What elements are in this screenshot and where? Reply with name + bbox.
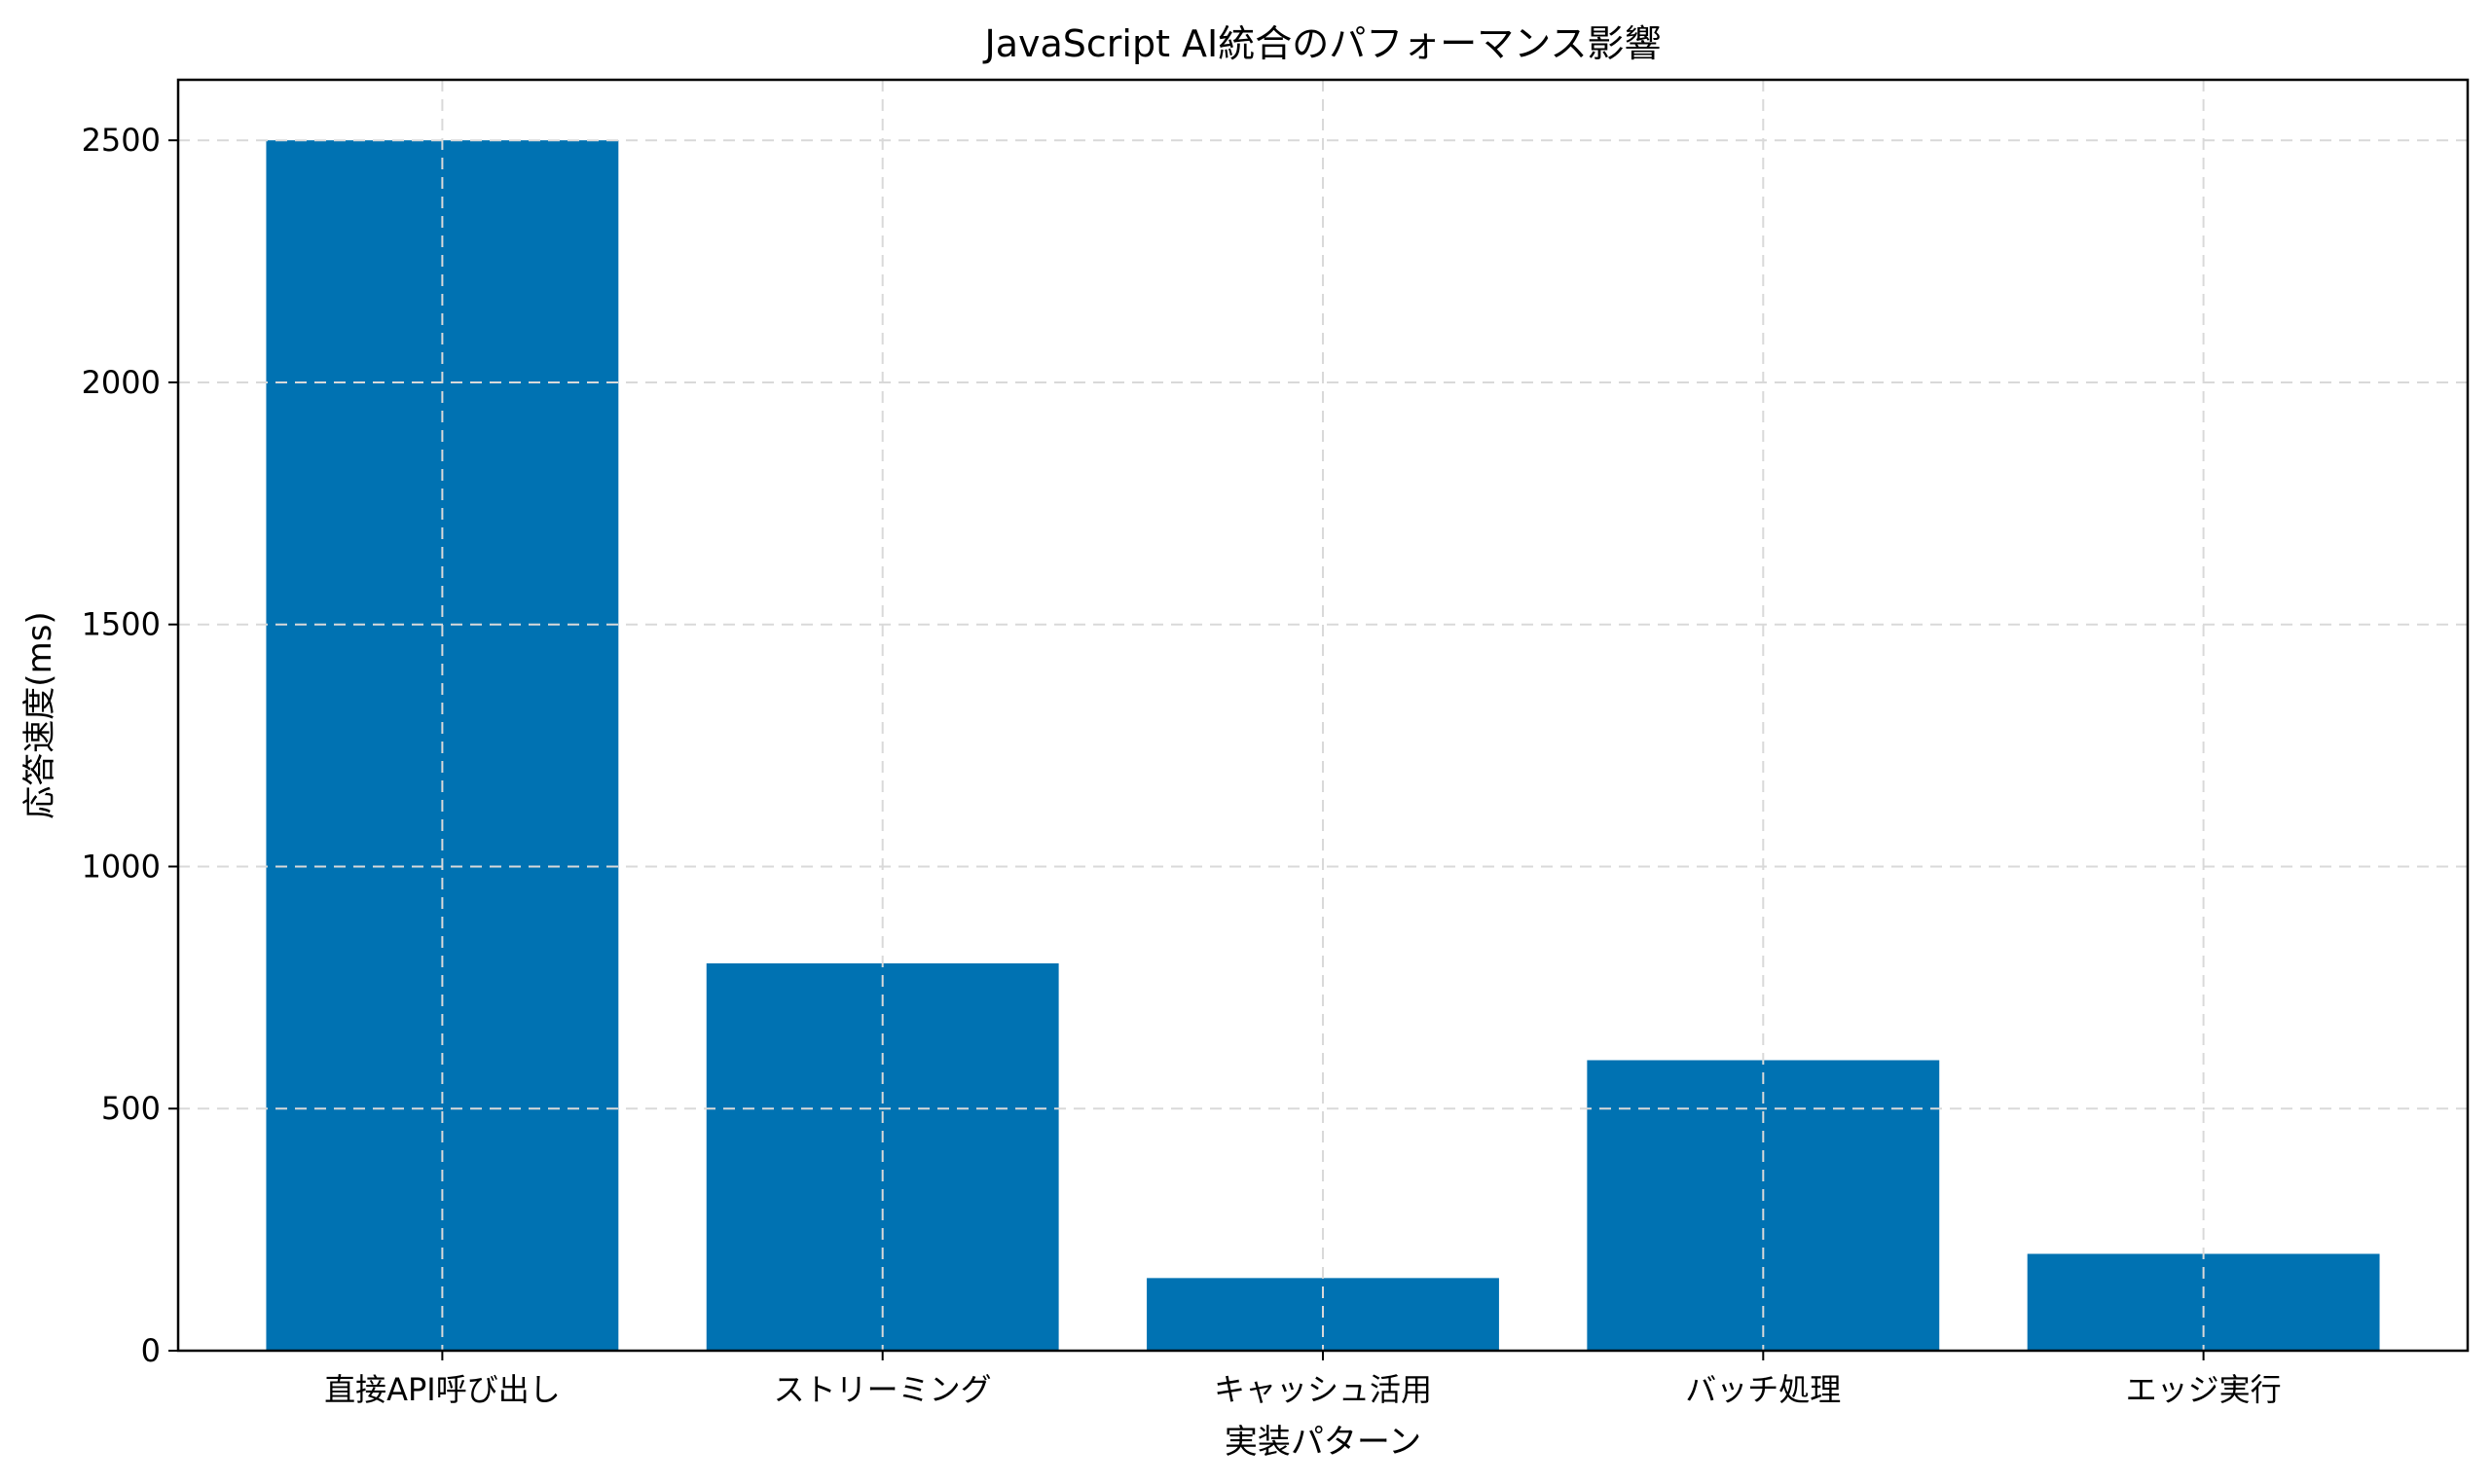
y-tick-label: 2000: [82, 364, 161, 401]
chart-title: JavaScript AI統合のパフォーマンス影響: [982, 22, 1661, 65]
x-tick-label: バッチ処理: [1685, 1371, 1841, 1408]
x-tick-label: エッジ実行: [2126, 1371, 2282, 1408]
y-tick-label: 500: [101, 1090, 161, 1127]
y-tick-label: 2500: [82, 122, 161, 159]
y-tick-label: 1500: [82, 606, 161, 643]
x-tick-label: 直接API呼び出し: [324, 1371, 561, 1408]
x-axis-label: 実装パターン: [1225, 1423, 1421, 1462]
axis-ticks: 0 500 1000 1500 2000 2500 直接API呼び出し ストリーミング キャッシ…: [82, 122, 2282, 1408]
x-tick-label: ストリーミング: [774, 1371, 992, 1408]
y-tick-label: 1000: [82, 848, 161, 885]
y-tick-label: 0: [141, 1332, 161, 1369]
y-axis-label: 応答速度(ms): [20, 611, 59, 818]
x-tick-label: キャッシュ活用: [1214, 1371, 1432, 1408]
